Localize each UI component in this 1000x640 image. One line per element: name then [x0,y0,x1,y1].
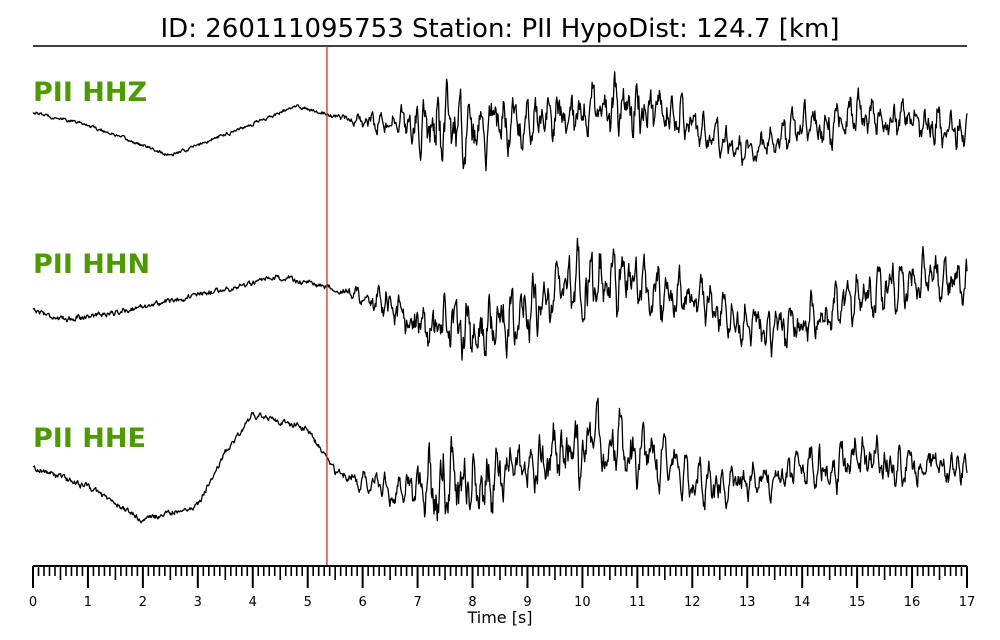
trace-hhn: PII HHN [32,237,968,361]
x-tick-label: 8 [468,595,476,610]
x-tick-label: 2 [139,595,147,610]
trace-hhz: PII HHZ [32,71,968,172]
x-tick-label: 0 [29,595,37,610]
x-tick-label: 13 [739,595,756,610]
trace-line-hhn [32,237,968,361]
channel-label-hhe: PII HHE [33,423,146,454]
chart-title: ID: 260111095753 Station: PII HypoDist: … [161,14,840,44]
x-tick-label: 10 [574,595,591,610]
x-axis-label: Time [s] [466,608,532,627]
x-tick-label: 7 [413,595,421,610]
x-tick-label: 5 [304,595,312,610]
x-tick-label: 1 [84,595,92,610]
channel-label-hhn: PII HHN [33,249,150,280]
x-tick-label: 3 [194,595,202,610]
x-tick-label: 9 [523,595,531,610]
x-tick-label: 14 [794,595,811,610]
x-tick-label: 16 [904,595,921,610]
x-tick-label: 11 [629,595,646,610]
x-tick-label: 15 [849,595,866,610]
x-tick-label: 6 [359,595,367,610]
x-tick-label: 17 [959,595,976,610]
x-tick-label: 4 [249,595,257,610]
trace-line-hhe [32,397,968,524]
trace-line-hhz [32,71,968,172]
channel-label-hhz: PII HHZ [33,77,147,108]
x-tick-label: 12 [684,595,701,610]
trace-hhe: PII HHE [32,397,968,524]
x-axis: 0 1 2 3 4 5 6 7 8 9 10 11 12 13 14 15 16 17 [29,565,976,610]
